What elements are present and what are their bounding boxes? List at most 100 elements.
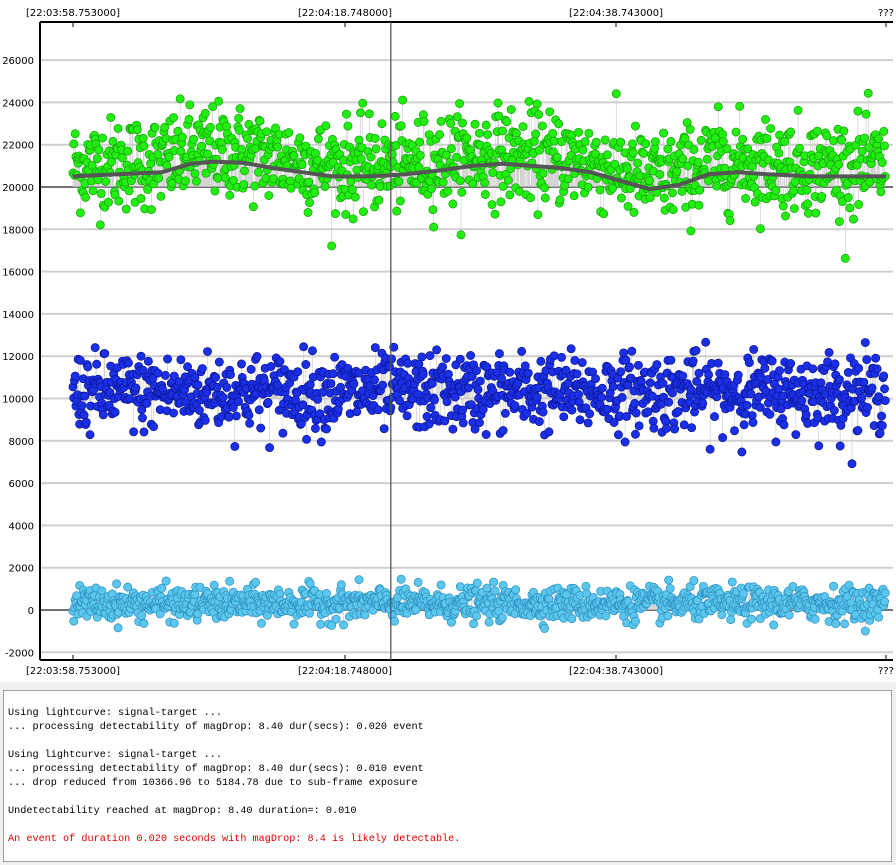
data-point (630, 429, 640, 439)
data-point (185, 100, 195, 110)
data-point (545, 107, 555, 117)
data-point (526, 193, 535, 203)
data-point (683, 161, 693, 171)
data-point (686, 385, 696, 395)
data-point (234, 125, 244, 135)
data-point (455, 99, 464, 108)
data-point (875, 428, 885, 438)
data-point (426, 403, 436, 413)
data-point (348, 214, 358, 224)
data-point (609, 418, 619, 427)
data-point (879, 126, 889, 136)
data-point (537, 121, 547, 131)
data-point (440, 416, 450, 426)
data-point (693, 157, 703, 167)
data-point (518, 122, 528, 131)
data-point (85, 430, 95, 440)
data-point (694, 368, 704, 378)
data-point (493, 98, 503, 108)
data-point (531, 129, 541, 139)
data-point (146, 205, 156, 215)
data-point (497, 126, 507, 136)
data-point (200, 415, 210, 425)
data-point (448, 199, 458, 209)
data-point (315, 409, 325, 419)
data-point (322, 424, 331, 434)
data-point (591, 137, 601, 147)
data-point (80, 391, 90, 401)
data-point (664, 397, 674, 407)
data-point (370, 343, 380, 353)
data-point (731, 127, 741, 137)
data-point (163, 354, 173, 364)
data-point (538, 168, 548, 178)
data-point (549, 351, 559, 361)
data-point (167, 179, 177, 188)
data-point (234, 397, 244, 407)
data-point (811, 208, 821, 218)
data-point (350, 192, 360, 202)
data-point (500, 408, 510, 418)
data-point (560, 180, 569, 190)
data-point (502, 117, 512, 127)
data-point (371, 144, 381, 154)
data-point (696, 135, 706, 145)
data-point (622, 164, 632, 174)
data-point (169, 408, 178, 418)
data-point (702, 154, 712, 164)
data-point (633, 360, 643, 370)
lightcurve-plot[interactable]: -2000 0 2000 4000 6000 8000 10000 12000 14000 160… (0, 0, 896, 682)
data-point (602, 150, 612, 160)
data-point (771, 437, 781, 447)
data-point (378, 380, 388, 390)
data-point (845, 203, 855, 213)
data-point (201, 168, 211, 178)
data-point (670, 424, 680, 434)
data-point (443, 186, 453, 196)
data-point (394, 177, 404, 187)
data-point (424, 419, 434, 429)
data-point (854, 363, 864, 373)
data-point (718, 433, 728, 443)
data-point (793, 105, 803, 115)
data-point (265, 443, 275, 453)
data-point (666, 136, 676, 146)
data-point (544, 427, 554, 437)
data-point (197, 141, 207, 151)
lightcurve-chart-svg[interactable]: -200002000400060008000100001200014000160… (0, 0, 896, 682)
data-point (864, 143, 874, 152)
data-point (760, 363, 770, 373)
data-point (183, 362, 193, 372)
data-point (94, 145, 104, 155)
data-point (750, 197, 760, 207)
data-point (741, 193, 751, 203)
data-point (222, 121, 232, 131)
data-point (874, 134, 884, 144)
data-point (795, 143, 804, 153)
data-point (498, 426, 508, 435)
data-point (392, 206, 402, 216)
data-point (742, 400, 752, 410)
data-point (645, 193, 655, 203)
data-point (456, 230, 466, 240)
data-point (458, 405, 467, 415)
data-point (808, 364, 818, 374)
data-point (143, 185, 153, 194)
data-point (419, 117, 429, 127)
data-point (208, 102, 218, 112)
data-point (81, 417, 91, 427)
data-point (641, 139, 651, 149)
data-point (874, 392, 884, 402)
data-point (574, 390, 583, 399)
data-point (481, 120, 491, 130)
data-point (131, 383, 141, 393)
data-point (92, 359, 102, 369)
data-point (96, 189, 106, 199)
data-point (88, 186, 98, 196)
data-point (725, 216, 735, 226)
data-point (689, 145, 699, 155)
data-point (358, 98, 368, 108)
data-point (81, 192, 91, 202)
data-point (75, 355, 85, 365)
data-point (625, 362, 634, 372)
